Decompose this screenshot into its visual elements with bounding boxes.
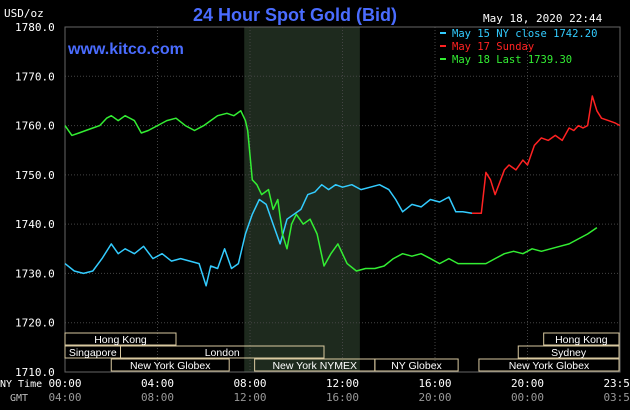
- session-label: New York NYMEX: [272, 360, 357, 372]
- y-tick-label: 1750.0: [15, 169, 55, 182]
- x-tick-label-gmt: 20:00: [418, 391, 451, 404]
- series-line-2: [472, 95, 621, 215]
- legend: May 15 NY close 1742.20 May 17 Sunday Ma…: [440, 28, 597, 66]
- session-box: [478, 358, 620, 372]
- session-box: [543, 332, 620, 346]
- y-tick-label: 1780.0: [15, 21, 55, 34]
- x-axis: 00:0004:0004:0008:0008:0012:0012:0016:00…: [48, 377, 630, 404]
- legend-entry-1: May 15 NY close 1742.20: [452, 28, 597, 40]
- session-label: NY Globex: [391, 360, 442, 372]
- series-line-1: [64, 183, 473, 287]
- x-tick-label-ny: 20:00: [511, 377, 544, 390]
- session-label: Sydney: [551, 347, 587, 359]
- x-tick-label-gmt: 03:59: [603, 391, 630, 404]
- y-tick-label: 1760.0: [15, 120, 55, 133]
- ny-time-label: NY Time: [0, 379, 42, 390]
- x-tick-label-gmt: 16:00: [326, 391, 359, 404]
- session-label: Singapore: [69, 347, 117, 359]
- session-box: [110, 358, 230, 372]
- session-box: [374, 358, 459, 372]
- x-tick-label-ny: 00:00: [48, 377, 81, 390]
- y-axis: 1710.0 1720.0 1730.0 1740.0 1750.0 1760.0 1770…: [15, 21, 55, 379]
- session-box: [517, 345, 620, 359]
- session-box: [120, 345, 325, 359]
- legend-swatch-1: [440, 32, 446, 34]
- legend-swatch-2: [440, 45, 446, 47]
- plot-frame: [64, 26, 621, 373]
- x-tick-label-ny: 16:00: [418, 377, 451, 390]
- session-label: Hong Kong: [94, 334, 147, 346]
- y-tick-label: 1740.0: [15, 218, 55, 231]
- x-tick-label-gmt: 08:00: [141, 391, 174, 404]
- y-tick-label: 1720.0: [15, 317, 55, 330]
- x-tick-label-gmt: 12:00: [233, 391, 266, 404]
- series-layer: [64, 95, 621, 287]
- x-tick-label-gmt: 04:00: [48, 391, 81, 404]
- chart-title: 24 Hour Spot Gold (Bid): [193, 5, 397, 25]
- y-tick-label: 1770.0: [15, 70, 55, 83]
- y-tick-label: 1730.0: [15, 267, 55, 280]
- x-tick-label-ny: 23:59: [603, 377, 630, 390]
- session-label: New York Globex: [509, 360, 590, 372]
- x-tick-label-ny: 12:00: [326, 377, 359, 390]
- unit-label: USD/oz: [4, 7, 44, 20]
- chart-datetime: May 18, 2020 22:44: [483, 12, 603, 25]
- x-tick-label-gmt: 00:00: [511, 391, 544, 404]
- gmt-label: GMT: [10, 393, 28, 404]
- x-tick-label-ny: 08:00: [233, 377, 266, 390]
- session-label: Hong Kong: [555, 334, 608, 346]
- legend-swatch-3: [440, 58, 446, 60]
- legend-entry-2: May 17 Sunday: [452, 41, 534, 53]
- y-tick-label: 1710.0: [15, 366, 55, 379]
- watermark: www.kitco.com: [67, 41, 184, 58]
- series-line-3: [64, 110, 598, 272]
- session-label: New York Globex: [130, 360, 211, 372]
- nymex-session-shading: [244, 27, 360, 372]
- legend-entry-3: May 18 Last 1739.30: [452, 54, 572, 66]
- x-tick-label-ny: 04:00: [141, 377, 174, 390]
- session-label: London: [205, 347, 240, 359]
- session-box: [64, 332, 177, 346]
